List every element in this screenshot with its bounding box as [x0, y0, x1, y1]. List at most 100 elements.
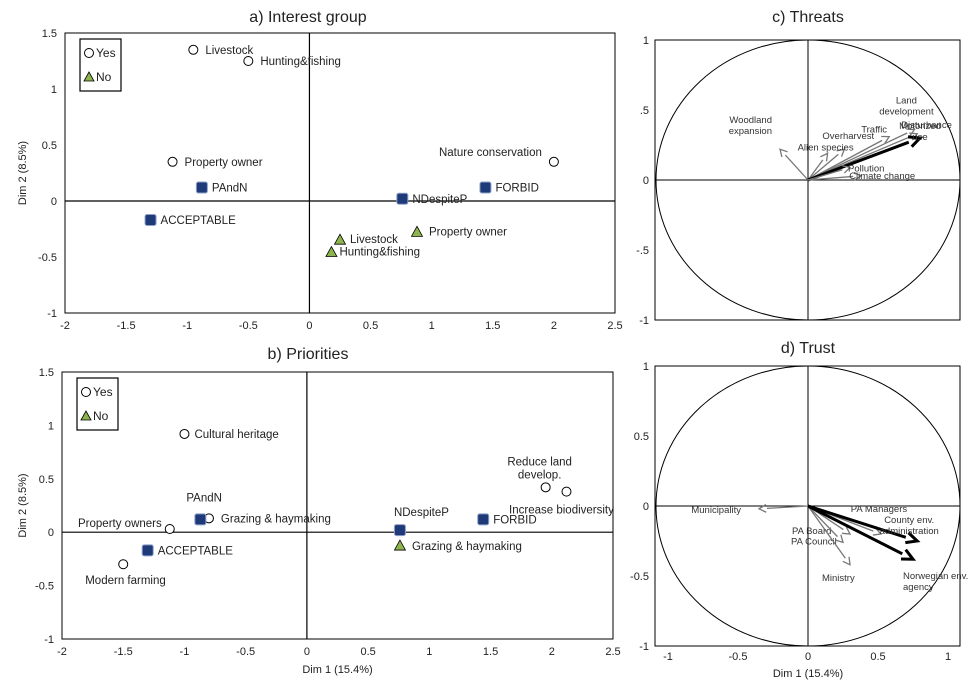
point-increase-biodiversity-circle — [561, 486, 572, 497]
point-acceptable-square — [144, 214, 157, 227]
point-nature-conservation-circle — [548, 156, 559, 167]
vector-label-land-development: Land — [896, 96, 917, 107]
vector-head-pollution — [842, 165, 852, 174]
legend-label-no: No — [93, 409, 109, 423]
legend-box — [76, 377, 119, 431]
y-tick-label: 1.5 — [42, 28, 57, 40]
vector-label-county-env-administration: County env. — [884, 515, 934, 526]
y-tick-label: -1 — [47, 308, 57, 320]
vector-overharvest — [807, 153, 839, 181]
point-label-property-owners: Property owners — [78, 518, 162, 530]
x-axis-label: Dim 1 (15.4%) — [302, 664, 372, 676]
plot-frame — [64, 32, 616, 314]
legend-marker-circle — [81, 387, 91, 397]
legend-marker-triangle — [80, 410, 92, 421]
legend-label-no: No — [96, 70, 112, 84]
y-tick-label: 0 — [643, 175, 649, 187]
y-tick-label: -0.5 — [35, 581, 54, 593]
y-tick-label: 0 — [643, 501, 649, 513]
vector-head-pa-board — [841, 526, 852, 535]
vector-label-pollution: Pollution — [848, 163, 884, 174]
vector-head-norwegian-env-agency — [900, 548, 917, 561]
vector-label-motorized-use: Motorized — [899, 121, 941, 132]
y-tick-label: 1.5 — [39, 367, 54, 379]
x-tick-label: 2.5 — [607, 320, 622, 332]
point-label-grazing-haymaking: Grazing & haymaking — [412, 541, 522, 553]
y-tick-label: 1 — [643, 361, 649, 373]
vector-head-pa-council — [835, 534, 844, 544]
vector-label-motorized-use: use — [912, 132, 927, 143]
point-label-ndespitep: NDespiteP — [394, 507, 449, 519]
vector-label-norwegian-env-agency: agency — [903, 582, 934, 593]
vector-label-overharvest: Overharvest — [822, 131, 874, 142]
vector-head-overharvest — [836, 148, 846, 157]
y-axis-label: Dim 2 (8.5%) — [17, 141, 29, 205]
vector-head-motorized-use — [907, 135, 924, 148]
point-modern-farming-circle — [118, 559, 129, 570]
point-label-cultural-heritage: Cultural heritage — [194, 429, 278, 441]
point-label-reduce-land-develop: develop. — [518, 469, 561, 481]
x-tick-label: 0 — [805, 651, 811, 663]
x-tick-label: -2 — [57, 646, 67, 658]
y-tick-label: 0.5 — [42, 140, 57, 152]
vector-head-municipality — [757, 504, 767, 513]
vector-head-ministry — [842, 556, 851, 566]
point-label-acceptable: ACCEPTABLE — [158, 545, 234, 557]
vector-label-traffic: Traffic — [861, 125, 887, 136]
point-hunting-fishing-circle — [243, 56, 254, 66]
vector-head-land-development — [906, 128, 916, 137]
y-axis-label: Dim 2 (8.5%) — [17, 473, 29, 537]
vector-label-woodland-expansion: Woodland — [729, 115, 772, 126]
vector-traffic — [807, 139, 883, 181]
point-forbid-square — [477, 513, 490, 526]
y-tick-label: 0.5 — [634, 431, 649, 443]
x-axis-label: Dim 1 (15.4%) — [773, 668, 843, 680]
x-tick-label: 1.5 — [485, 320, 500, 332]
vector-head-traffic — [881, 135, 891, 144]
vector-head-pa-managers — [872, 527, 883, 536]
x-tick-label: -1 — [663, 651, 673, 663]
vector-label-land-development: development — [879, 107, 934, 118]
x-tick-label: -1.5 — [114, 646, 133, 658]
x-tick-label: -2 — [60, 320, 70, 332]
vector-label-disturbance: Disturbance — [901, 120, 952, 131]
y-tick-label: 0 — [51, 196, 57, 208]
x-tick-label: 1 — [426, 646, 432, 658]
x-tick-label: 1.5 — [483, 646, 498, 658]
vector-head-woodland-expansion — [779, 148, 788, 158]
chart-title: a) Interest group — [249, 9, 367, 26]
point-label-pandn: PAndN — [186, 492, 222, 504]
y-tick-label: -1 — [639, 315, 649, 327]
point-ndespitep-square — [393, 524, 406, 537]
x-tick-label: 1 — [945, 651, 951, 663]
x-tick-label: 0.5 — [363, 320, 378, 332]
x-tick-label: -0.5 — [236, 646, 255, 658]
point-label-hunting-fishing: Hunting&fishing — [260, 56, 341, 68]
plot-frame — [61, 371, 614, 640]
x-tick-label: 1 — [429, 320, 435, 332]
x-tick-label: -1 — [182, 320, 192, 332]
point-label-modern-farming: Modern farming — [85, 575, 166, 587]
chart-b-priorities: b) Priorities -2 -1.5 -1 -0.5 0 0.5 1 1.5 2 2.5 1.5… — [17, 346, 621, 676]
vector-climate-change — [807, 175, 854, 181]
point-label-livestock: Livestock — [205, 45, 253, 57]
point-label-property-owner: Property owner — [429, 226, 507, 238]
chart-title: b) Priorities — [268, 346, 349, 363]
x-tick-label: 0 — [306, 320, 312, 332]
vector-label-climate-change: Climate change — [849, 171, 915, 182]
vector-head-climate-change — [853, 171, 863, 181]
y-tick-label: -1 — [44, 634, 54, 646]
y-tick-label: 1 — [48, 420, 54, 432]
vector-label-pa-board: PA Board — [792, 526, 831, 537]
x-tick-label: 2.5 — [605, 646, 620, 658]
legend-marker-circle — [84, 48, 94, 58]
point-ndespitep-square — [396, 192, 409, 205]
vector-label-ministry: Ministry — [822, 573, 855, 584]
point-label-grazing-haymaking: Grazing & haymaking — [221, 513, 331, 525]
point-property-owner-circle — [167, 156, 178, 167]
vector-motorized-use — [807, 140, 910, 182]
x-tick-label: 2 — [551, 320, 557, 332]
y-tick-label: 0 — [48, 527, 54, 539]
chart-title: c) Threats — [772, 9, 844, 26]
